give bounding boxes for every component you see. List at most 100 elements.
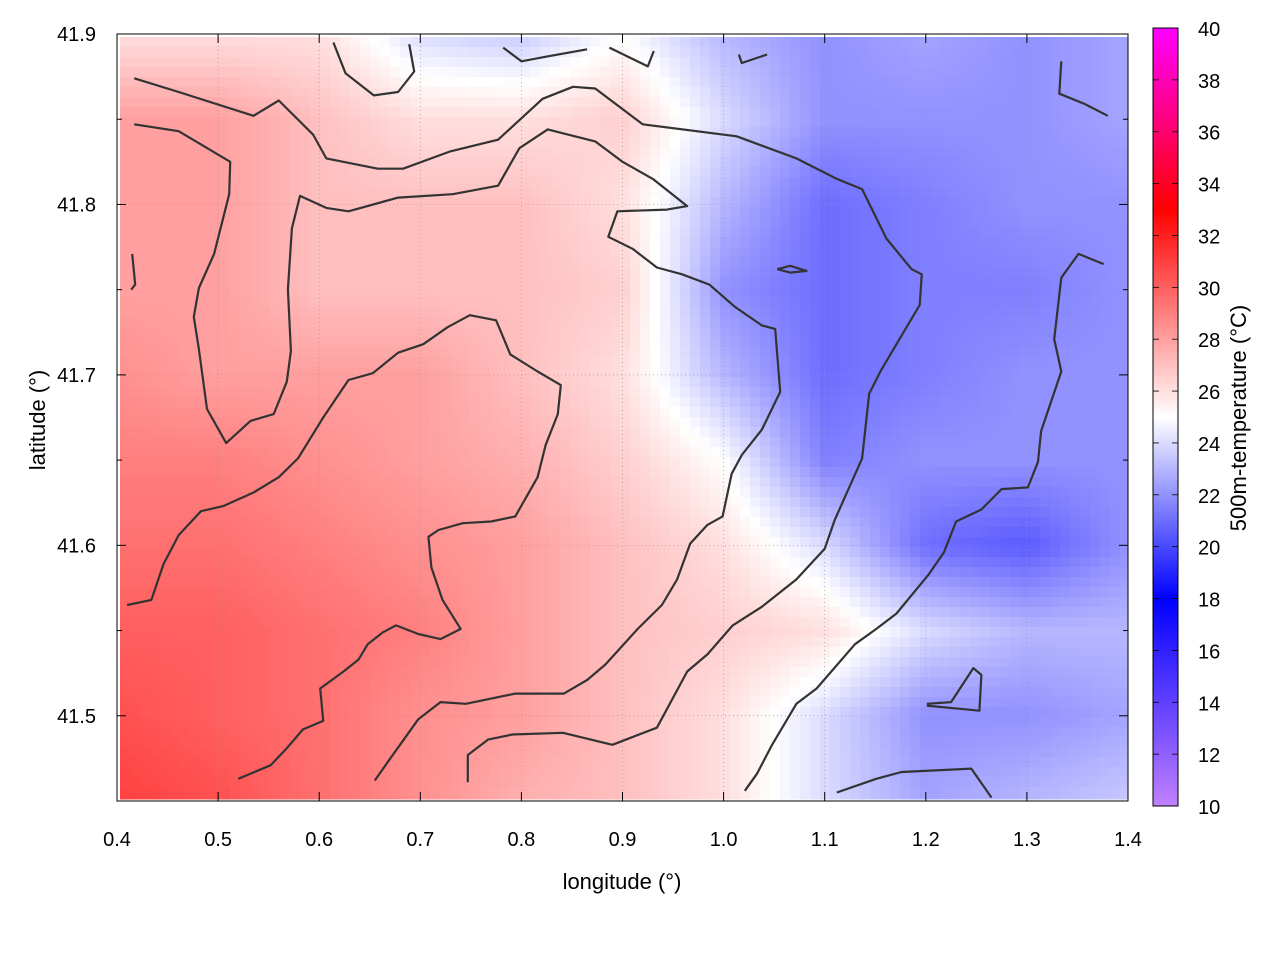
heatmap-cell <box>630 357 641 368</box>
heatmap-cell <box>920 97 931 108</box>
heatmap-cell <box>240 197 251 208</box>
heatmap-cell <box>270 247 281 258</box>
heatmap-cell <box>1070 157 1081 168</box>
heatmap-cell <box>820 487 831 498</box>
heatmap-cell <box>390 347 401 358</box>
heatmap-cell <box>980 447 991 458</box>
heatmap-cell <box>390 137 401 148</box>
heatmap-cell <box>920 137 931 148</box>
heatmap-cell <box>740 487 751 498</box>
heatmap-cell <box>1110 227 1121 238</box>
heatmap-cell <box>160 417 171 428</box>
heatmap-cell <box>240 67 251 78</box>
heatmap-cell <box>410 147 421 158</box>
heatmap-cell <box>890 147 901 158</box>
heatmap-cell <box>490 167 501 178</box>
heatmap-cell <box>120 97 131 108</box>
heatmap-cell <box>540 397 551 408</box>
heatmap-cell <box>250 217 261 228</box>
heatmap-cell <box>550 347 561 358</box>
heatmap-cell <box>810 277 821 288</box>
heatmap-cell <box>520 277 531 288</box>
heatmap-cell <box>820 117 831 128</box>
heatmap-cell <box>450 197 461 208</box>
heatmap-cell <box>790 247 801 258</box>
heatmap-cell <box>1070 317 1081 328</box>
heatmap-cell <box>270 387 281 398</box>
heatmap-cell <box>1040 437 1051 448</box>
heatmap-cell <box>800 97 811 108</box>
heatmap-cell <box>590 87 601 98</box>
heatmap-cell <box>370 67 381 78</box>
heatmap-cell <box>980 107 991 118</box>
heatmap-cell <box>640 397 651 408</box>
heatmap-cell <box>870 97 881 108</box>
heatmap-cell <box>280 527 291 538</box>
heatmap-cell <box>620 87 631 98</box>
heatmap-cell <box>330 227 341 238</box>
heatmap-cell <box>860 447 871 458</box>
heatmap-cell <box>1040 407 1051 418</box>
heatmap-cell <box>460 107 471 118</box>
heatmap-cell <box>410 37 421 48</box>
heatmap-cell <box>870 487 881 498</box>
heatmap-cell <box>790 487 801 498</box>
heatmap-cell <box>440 37 451 48</box>
heatmap-cell <box>810 227 821 238</box>
heatmap-cell <box>950 117 961 128</box>
heatmap-cell <box>480 477 491 488</box>
heatmap-cell <box>710 447 721 458</box>
heatmap-cell <box>820 127 831 138</box>
heatmap-cell <box>790 227 801 238</box>
heatmap-cell <box>390 157 401 168</box>
heatmap-cell <box>960 417 971 428</box>
heatmap-cell <box>430 257 441 268</box>
heatmap-cell <box>520 287 531 298</box>
heatmap-cell <box>120 307 131 318</box>
heatmap-cell <box>950 477 961 488</box>
heatmap-cell <box>380 367 391 378</box>
heatmap-cell <box>740 87 751 98</box>
heatmap-cell <box>1020 157 1031 168</box>
heatmap-cell <box>760 67 771 78</box>
heatmap-cell <box>640 497 651 508</box>
heatmap-cell <box>810 477 821 488</box>
heatmap-cell <box>1020 287 1031 298</box>
heatmap-cell <box>1080 507 1091 518</box>
heatmap-cell <box>650 107 661 118</box>
heatmap-cell <box>250 87 261 98</box>
heatmap-cell <box>310 397 321 408</box>
heatmap-cell <box>470 157 481 168</box>
heatmap-cell <box>1020 357 1031 368</box>
heatmap-cell <box>420 277 431 288</box>
heatmap-cell <box>730 407 741 418</box>
heatmap-cell <box>730 307 741 318</box>
heatmap-cell <box>790 407 801 418</box>
heatmap-cell <box>900 517 911 528</box>
heatmap-cell <box>230 167 241 178</box>
heatmap-cell <box>450 137 461 148</box>
heatmap-cell <box>970 377 981 388</box>
heatmap-cell <box>250 97 261 108</box>
heatmap-cell <box>1090 337 1101 348</box>
heatmap-cell <box>290 327 301 338</box>
heatmap-cell <box>980 497 991 508</box>
heatmap-cell <box>500 97 511 108</box>
heatmap-cell <box>340 337 351 348</box>
heatmap-cell <box>1110 57 1121 68</box>
heatmap-cell <box>490 267 501 278</box>
heatmap-cell <box>930 327 941 338</box>
heatmap-cell <box>270 527 281 538</box>
heatmap-cell <box>730 377 741 388</box>
heatmap-cell <box>1080 447 1091 458</box>
heatmap-cell <box>300 327 311 338</box>
heatmap-cell <box>910 47 921 58</box>
heatmap-cell <box>160 347 171 358</box>
heatmap-cell <box>890 347 901 358</box>
heatmap-cell <box>420 377 431 388</box>
heatmap-cell <box>270 297 281 308</box>
heatmap-cell <box>900 137 911 148</box>
heatmap-cell <box>630 217 641 228</box>
heatmap-cell <box>150 47 161 58</box>
heatmap-cell <box>830 437 841 448</box>
